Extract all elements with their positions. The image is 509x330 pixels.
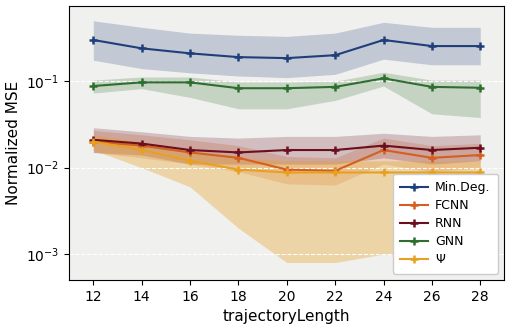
X-axis label: trajectoryLength: trajectoryLength <box>222 310 350 324</box>
Y-axis label: Normalized MSE: Normalized MSE <box>6 81 20 205</box>
Legend: Min.Deg., FCNN, RNN, GNN, Ψ: Min.Deg., FCNN, RNN, GNN, Ψ <box>392 174 497 274</box>
